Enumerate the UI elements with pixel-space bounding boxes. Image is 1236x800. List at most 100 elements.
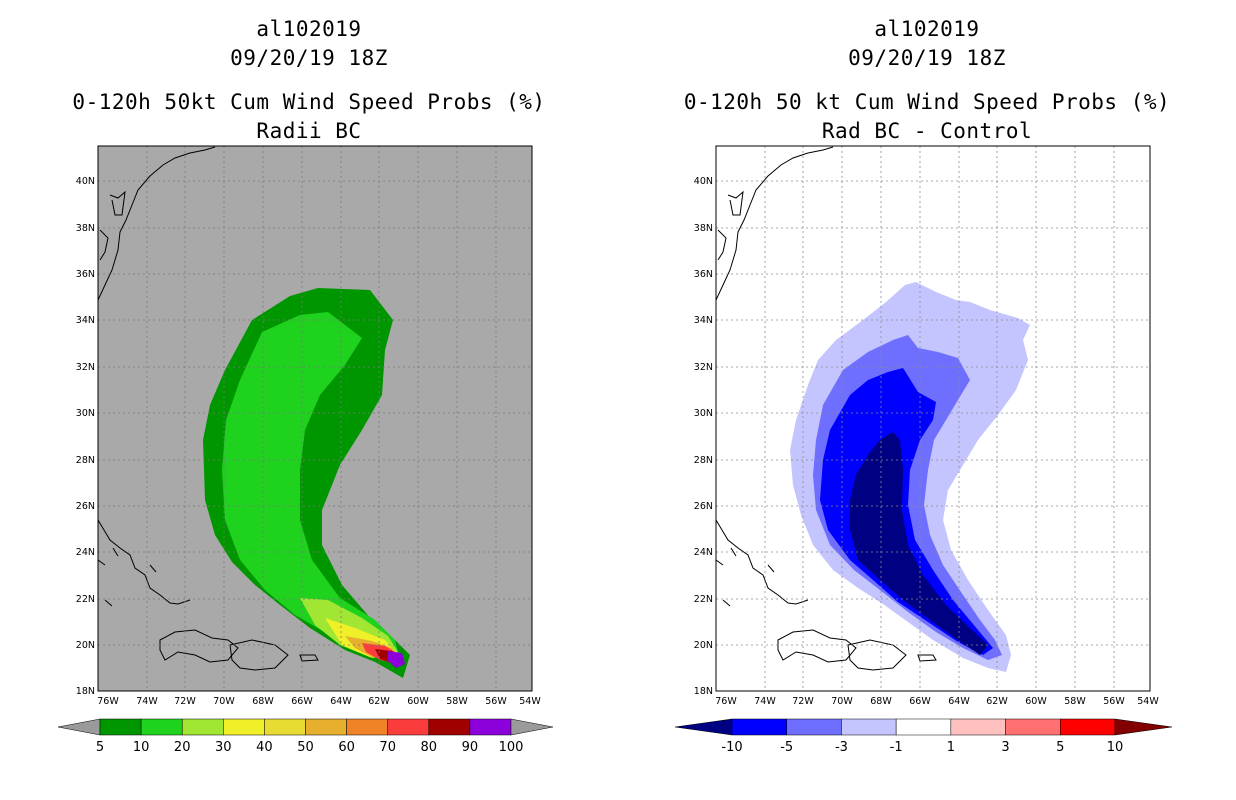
lat-label: 24N [76, 547, 95, 558]
lat-label: 32N [76, 362, 95, 373]
lon-label: 54W [519, 696, 541, 707]
lon-label: 68W [870, 696, 892, 707]
product-title: 0-120h 50kt Cum Wind Speed Probs (%) [72, 90, 546, 114]
lon-label: 70W [213, 696, 235, 707]
product-title: 0-120h 50 kt Cum Wind Speed Probs (%) [683, 90, 1171, 114]
diff-minus10-contour [850, 432, 988, 655]
lat-label: 40N [76, 176, 95, 187]
lon-label: 60W [1025, 696, 1047, 707]
lon-label: 64W [330, 696, 352, 707]
colorbar-label: -1 [890, 740, 903, 755]
colorbar-swatch [841, 718, 897, 736]
colorbar-label: 80 [421, 740, 438, 755]
colorbar-swatch [428, 718, 471, 736]
colorbar-label: 10 [1107, 740, 1124, 755]
colorbar-swatch [181, 718, 224, 736]
colorbar-label: 90 [462, 740, 479, 755]
colorbar-label: 100 [499, 740, 524, 755]
colorbar-swatch [99, 718, 142, 736]
map-frame [715, 145, 1151, 692]
colorbar-swatch [786, 718, 842, 736]
lon-label: 64W [948, 696, 970, 707]
lat-label: 40N [694, 176, 713, 187]
colorbar-overflow [1114, 718, 1173, 736]
colorbar-overflow [510, 718, 554, 736]
lat-label: 30N [694, 408, 713, 419]
panel-subtitle: Rad BC - Control [821, 119, 1033, 143]
colorbar-label: 10 [133, 740, 150, 755]
probability-map: 18N 20N 22N 24N 26N 28N 30N 32N 34N 36N … [57, 145, 554, 755]
lon-label: 54W [1137, 696, 1159, 707]
colorbar-label: -5 [780, 740, 793, 755]
colorbar-label: -10 [721, 740, 742, 755]
lon-label: 72W [792, 696, 814, 707]
panel-subtitle: Radii BC [256, 119, 362, 143]
lon-label: 62W [986, 696, 1008, 707]
colorbar-swatch [895, 718, 952, 736]
colorbar-label: 50 [297, 740, 314, 755]
prob-100-contour [387, 651, 405, 668]
map-frame [97, 145, 533, 692]
lon-label: 58W [446, 696, 468, 707]
lon-label: 72W [174, 696, 196, 707]
lat-label: 24N [694, 547, 713, 558]
colorbar-label: 5 [96, 740, 104, 755]
colorbar-label: 40 [256, 740, 273, 755]
colorbar-label: -3 [835, 740, 848, 755]
lon-label: 68W [252, 696, 274, 707]
colorbar-label: 3 [1001, 740, 1009, 755]
right-map-panel: al102019 09/20/19 18Z 0-120h 50 kt Cum W… [618, 0, 1236, 800]
lat-label: 22N [76, 594, 95, 605]
lat-label: 18N [694, 686, 713, 697]
colorbar-swatch [1005, 718, 1061, 736]
lon-label: 56W [485, 696, 507, 707]
lat-label: 28N [694, 455, 713, 466]
lon-label: 70W [831, 696, 853, 707]
lon-label: 66W [909, 696, 931, 707]
lon-label: 56W [1103, 696, 1125, 707]
lat-label: 34N [694, 315, 713, 326]
lon-label: 74W [754, 696, 776, 707]
lon-label: 62W [368, 696, 390, 707]
lat-label: 38N [76, 223, 95, 234]
colorbar-swatch [346, 718, 388, 736]
colorbar-label: 60 [338, 740, 355, 755]
lat-label: 32N [694, 362, 713, 373]
lat-label: 36N [76, 269, 95, 280]
grid-lines [716, 146, 1150, 691]
storm-id: al102019 [874, 17, 980, 41]
grid-lines [98, 146, 532, 691]
left-map-panel: al102019 09/20/19 18Z 0-120h 50kt Cum Wi… [57, 17, 554, 755]
colorbar-swatch [223, 718, 265, 736]
colorbar: 5 10 20 30 40 50 60 70 80 90 100 [57, 718, 554, 755]
lon-label: 58W [1064, 696, 1086, 707]
lon-label: 74W [136, 696, 158, 707]
colorbar-swatch [1060, 718, 1116, 736]
colorbar-swatch [305, 718, 347, 736]
lat-label: 38N [694, 223, 713, 234]
lat-label: 34N [76, 315, 95, 326]
diff-minus5-contour [820, 368, 993, 655]
coastline [98, 146, 319, 671]
colorbar-swatch [731, 718, 787, 736]
colorbar: -10 -5 -3 -1 1 3 5 10 [674, 718, 1173, 755]
lat-label: 26N [694, 501, 713, 512]
lat-label: 26N [76, 501, 95, 512]
colorbar-label: 5 [1056, 740, 1064, 755]
lon-label: 76W [97, 696, 119, 707]
prob-10-contour [222, 312, 400, 660]
colorbar-label: 20 [174, 740, 191, 755]
lat-label: 28N [76, 455, 95, 466]
lat-label: 18N [76, 686, 95, 697]
lat-label: 20N [694, 640, 713, 651]
lat-label: 30N [76, 408, 95, 419]
coastline [716, 146, 937, 671]
colorbar-label: 30 [215, 740, 232, 755]
lat-label: 22N [694, 594, 713, 605]
difference-map: 18N 20N 22N 24N 26N 28N 30N 32N 34N 36N … [674, 145, 1173, 755]
colorbar-swatch [140, 718, 183, 736]
datetime: 09/20/19 18Z [230, 46, 388, 70]
colorbar-swatch [387, 718, 430, 736]
lon-label: 60W [407, 696, 429, 707]
colorbar-swatch [469, 718, 512, 736]
